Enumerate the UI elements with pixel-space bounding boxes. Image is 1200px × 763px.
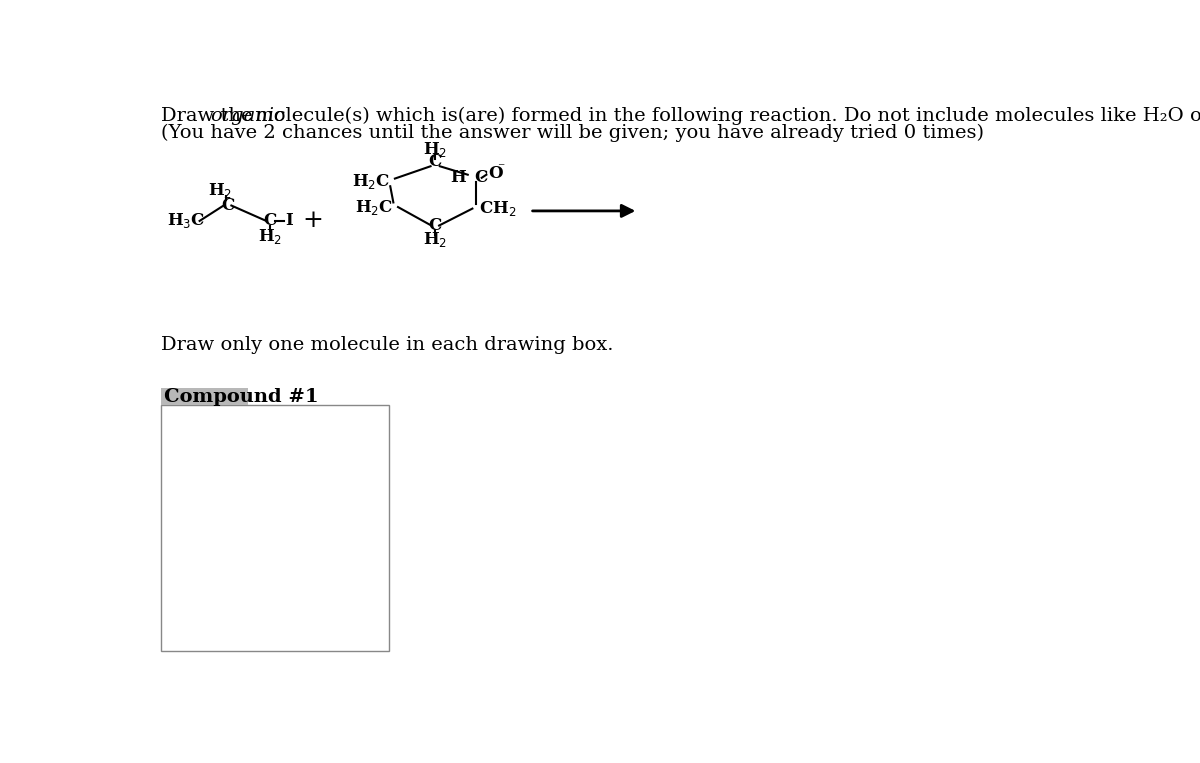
Text: molecule(s) which is(are) formed in the following reaction. Do not include molec: molecule(s) which is(are) formed in the … [250,107,1200,125]
Text: ⁻: ⁻ [497,162,504,175]
Text: H$_2$: H$_2$ [424,230,448,249]
Text: organic: organic [210,107,286,125]
Text: CH$_2$: CH$_2$ [479,199,516,218]
Bar [161,405,390,652]
Text: Draw only one molecule in each drawing box.: Draw only one molecule in each drawing b… [161,336,613,355]
Text: I: I [284,212,293,230]
Text: H: H [450,169,466,186]
Text: H$_2$C: H$_2$C [352,172,390,192]
Text: O: O [488,166,503,182]
Text: H$_2$C: H$_2$C [355,198,394,217]
Text: C: C [428,217,442,234]
Text: C: C [428,153,442,170]
Text: C: C [474,169,487,186]
Text: C: C [264,212,277,230]
Text: H$_2$: H$_2$ [424,140,448,159]
Text: H$_2$: H$_2$ [208,181,232,200]
Text: Draw the: Draw the [161,107,259,125]
Text: H$_3$C: H$_3$C [167,211,205,230]
Bar [161,388,247,405]
Text: Compound #1: Compound #1 [164,388,318,406]
Text: +: + [302,209,323,233]
Text: C: C [221,197,234,214]
Text: (You have 2 chances until the answer will be given; you have already tried 0 tim: (You have 2 chances until the answer wil… [161,124,984,142]
Text: H$_2$: H$_2$ [258,227,282,246]
